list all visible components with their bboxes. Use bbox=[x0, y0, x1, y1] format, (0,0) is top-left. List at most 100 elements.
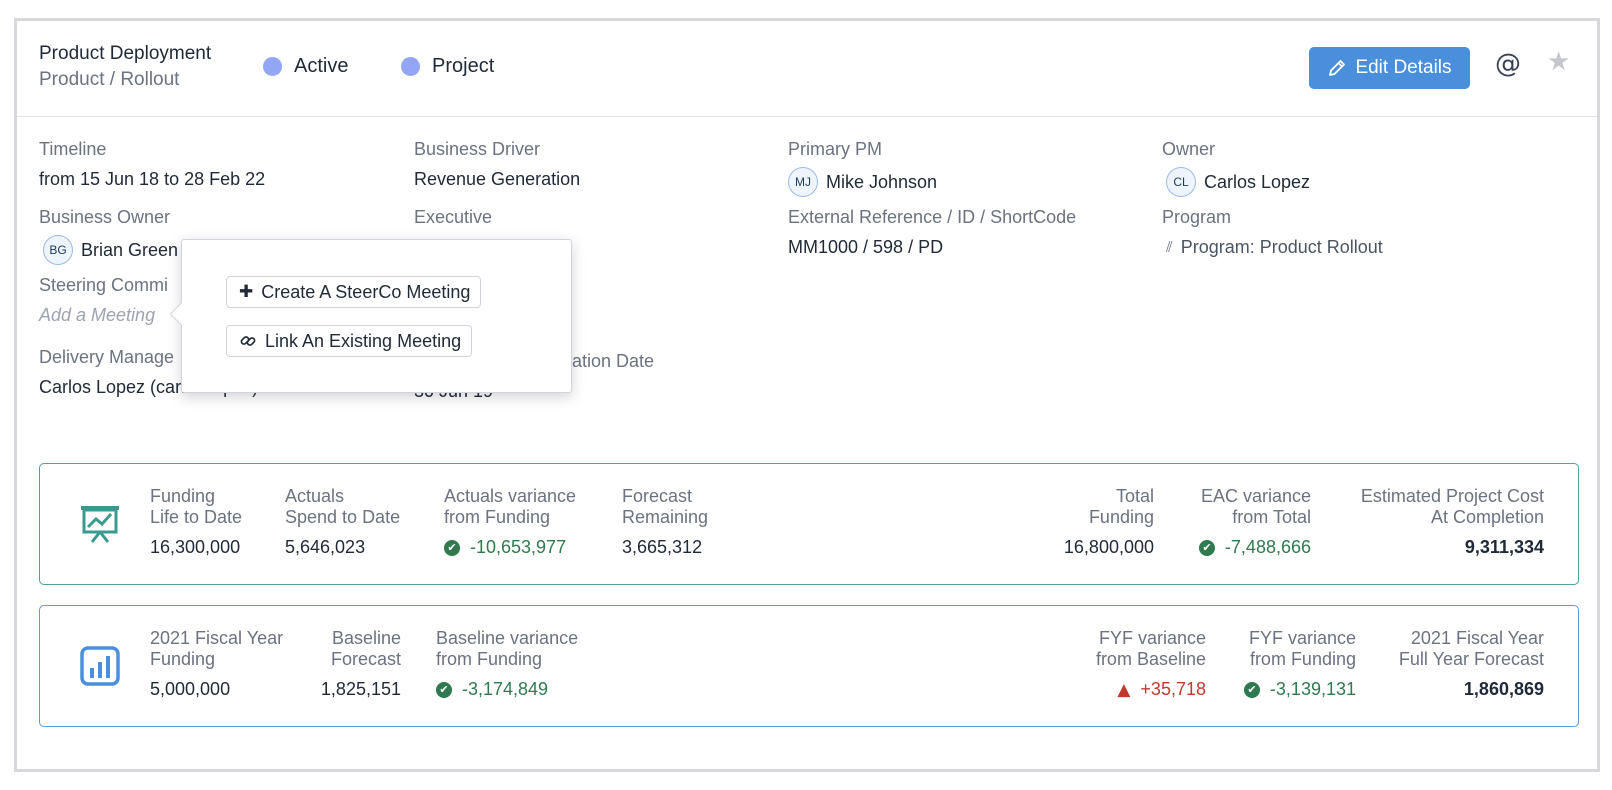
link-icon bbox=[240, 336, 256, 346]
metric-label: Remaining bbox=[622, 507, 709, 527]
total-funding: Total Funding 16,800,000 bbox=[1064, 486, 1154, 558]
external-reference-label: External Reference / ID / ShortCode bbox=[788, 207, 1077, 227]
type-label: Project bbox=[432, 55, 495, 77]
metric-label: Forecast bbox=[330, 649, 401, 669]
link-existing-meeting-button[interactable]: Link An Existing Meeting bbox=[226, 325, 473, 357]
metric-label: from Baseline bbox=[1095, 649, 1206, 669]
business-owner-value[interactable]: BG Brian Green bbox=[43, 235, 178, 265]
metric-value-text: +35,718 bbox=[1140, 679, 1206, 699]
type-badge: Project bbox=[401, 55, 494, 78]
avatar: MJ bbox=[788, 167, 818, 197]
create-steerco-meeting-button[interactable]: ✚ Create A SteerCo Meeting bbox=[226, 276, 482, 308]
presentation-chart-icon bbox=[81, 506, 119, 543]
star-icon[interactable]: ★ bbox=[1547, 47, 1571, 77]
metric-value: ✔ -3,174,849 bbox=[436, 679, 578, 700]
link-existing-meeting-label: Link An Existing Meeting bbox=[265, 330, 462, 351]
estimated-project-cost-at-completion: Estimated Project Cost At Completion 9,3… bbox=[1361, 486, 1544, 558]
add-meeting-link[interactable]: Add a Meeting bbox=[39, 305, 156, 325]
primary-pm-value[interactable]: MJ Mike Johnson bbox=[788, 167, 937, 197]
business-owner-label: Business Owner bbox=[39, 207, 171, 227]
project-breadcrumb[interactable]: Product / Rollout bbox=[39, 69, 180, 90]
metric-value: 16,800,000 bbox=[1063, 537, 1154, 557]
primary-pm-label: Primary PM bbox=[788, 139, 882, 159]
metric-label: 2021 Fiscal Year bbox=[150, 628, 284, 648]
program-value[interactable]: ⫽ Program: Product Rollout bbox=[1166, 237, 1383, 258]
metric-label: from Total bbox=[1232, 507, 1311, 527]
metric-value: ✔ -3,139,131 bbox=[1243, 679, 1356, 700]
metric-value-text: -10,653,977 bbox=[470, 537, 567, 557]
popover-arrow bbox=[169, 302, 193, 326]
mention-icon[interactable]: @ bbox=[1495, 49, 1521, 79]
status-dot-icon bbox=[263, 57, 282, 76]
program-label: Program bbox=[1162, 207, 1232, 227]
fyf-variance-from-baseline: FYF variance from Baseline ▲ +35,718 bbox=[1096, 628, 1206, 700]
business-owner-name: Brian Green bbox=[81, 239, 179, 260]
timeline-label: Timeline bbox=[39, 139, 107, 159]
metric-label: Actuals variance bbox=[444, 486, 577, 506]
metric-value: 5,646,023 bbox=[285, 537, 366, 557]
plus-icon: ✚ bbox=[239, 282, 254, 301]
status-label: Active bbox=[294, 55, 349, 77]
fiscal-year-full-year-forecast: 2021 Fiscal Year Full Year Forecast 1,86… bbox=[1399, 628, 1544, 700]
project-title: Product Deployment bbox=[39, 43, 212, 64]
metric-label: Spend to Date bbox=[285, 507, 401, 527]
check-circle-icon: ✔ bbox=[436, 681, 452, 698]
type-dot-icon bbox=[401, 57, 420, 76]
external-reference-value: MM1000 / 598 / PD bbox=[788, 237, 944, 257]
baseline-forecast: Baseline Forecast 1,825,151 bbox=[320, 628, 401, 700]
metric-value: ✔ -10,653,977 bbox=[444, 537, 576, 558]
metric-value-text: -3,174,849 bbox=[462, 679, 549, 699]
eac-variance-from-total: EAC variance from Total ✔ -7,488,666 bbox=[1198, 486, 1311, 558]
metric-label: Life to Date bbox=[150, 507, 243, 527]
create-steerco-meeting-label: Create A SteerCo Meeting bbox=[261, 281, 471, 302]
edit-details-label: Edit Details bbox=[1355, 57, 1452, 78]
metric-label: Funding bbox=[1088, 507, 1154, 527]
owner-value[interactable]: CL Carlos Lopez bbox=[1166, 167, 1310, 197]
metric-label: from Funding bbox=[1249, 649, 1356, 669]
business-driver-label: Business Driver bbox=[414, 139, 541, 159]
steerco-meeting-popover: ✚ Create A SteerCo Meeting Link An Exist… bbox=[169, 239, 572, 393]
metric-label: Baseline variance bbox=[436, 628, 579, 648]
fiscal-year-funding: 2021 Fiscal Year Funding 5,000,000 bbox=[150, 628, 283, 700]
metric-value: ✔ -7,488,666 bbox=[1198, 537, 1311, 558]
project-card: Product Deployment Product / Rollout Act… bbox=[14, 18, 1600, 772]
metric-label: Total bbox=[1115, 486, 1154, 506]
metric-label: from Funding bbox=[436, 649, 543, 669]
avatar: CL bbox=[1166, 167, 1196, 197]
owner-name: Carlos Lopez bbox=[1204, 171, 1311, 192]
funding-life-to-date: Funding Life to Date 16,300,000 bbox=[150, 486, 242, 558]
metric-value-text: -3,139,131 bbox=[1269, 679, 1356, 699]
edit-details-button[interactable]: Edit Details bbox=[1309, 47, 1470, 89]
metric-label: Baseline bbox=[331, 628, 401, 648]
metric-label: Funding bbox=[150, 486, 216, 506]
metric-value: 5,000,000 bbox=[150, 679, 231, 699]
metric-value: ▲ +35,718 bbox=[1096, 679, 1206, 700]
actuals-variance-from-funding: Actuals variance from Funding ✔ -10,653,… bbox=[444, 486, 576, 558]
metric-value: 3,665,312 bbox=[622, 537, 703, 557]
metric-label: Forecast bbox=[622, 486, 693, 506]
warning-triangle-icon: ▲ bbox=[1117, 679, 1131, 700]
business-driver-value: Revenue Generation bbox=[414, 169, 581, 189]
check-circle-icon: ✔ bbox=[444, 539, 460, 556]
primary-pm-name: Mike Johnson bbox=[826, 171, 938, 192]
metric-label: Actuals bbox=[285, 486, 345, 506]
avatar: BG bbox=[43, 235, 73, 265]
fiscal-year-panel: 2021 Fiscal Year Funding 5,000,000 Basel… bbox=[39, 605, 1579, 727]
program-slash-icon: ⫽ bbox=[1166, 239, 1173, 256]
metric-value: 16,300,000 bbox=[150, 537, 241, 557]
metric-value: 1,825,151 bbox=[320, 679, 401, 699]
metric-value: 9,311,334 bbox=[1464, 537, 1544, 557]
owner-label: Owner bbox=[1162, 139, 1216, 159]
metric-label: FYF variance bbox=[1098, 628, 1206, 648]
metric-label: EAC variance bbox=[1200, 486, 1311, 506]
baseline-variance-from-funding: Baseline variance from Funding ✔ -3,174,… bbox=[436, 628, 578, 700]
forecast-remaining: Forecast Remaining 3,665,312 bbox=[622, 486, 708, 558]
metric-label: 2021 Fiscal Year bbox=[1410, 628, 1544, 648]
pencil-icon bbox=[1329, 60, 1346, 76]
metric-label: Full Year Forecast bbox=[1398, 649, 1544, 669]
project-header: Product Deployment Product / Rollout Act… bbox=[17, 21, 1597, 117]
check-circle-icon: ✔ bbox=[1243, 681, 1260, 698]
metric-label: Estimated Project Cost bbox=[1360, 486, 1544, 506]
metric-label: Funding bbox=[150, 649, 216, 669]
timeline-value: from 15 Jun 18 to 28 Feb 22 bbox=[39, 169, 266, 189]
